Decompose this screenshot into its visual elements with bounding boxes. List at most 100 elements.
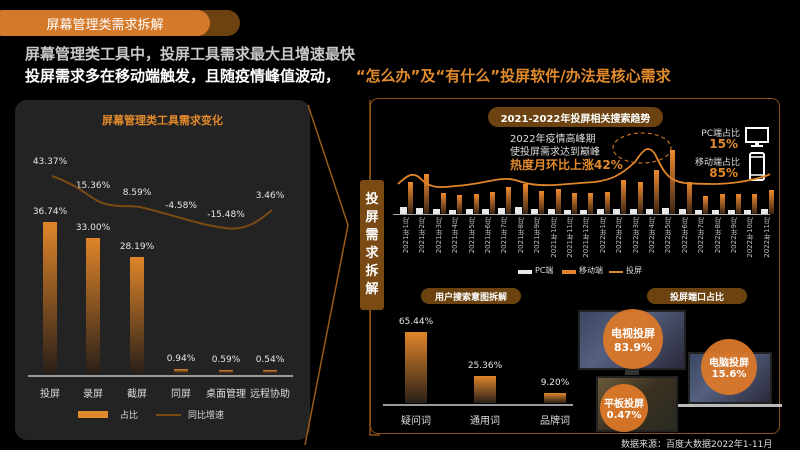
month-label: 2022年7月 [697,217,706,254]
annotation-highlight: 热度月环比上涨42% [510,158,623,172]
tv-share-value: 83.9% [613,340,653,354]
growth-value-label: 8.59% [122,188,152,198]
intent-title: 用户搜索意图拆解 [421,288,521,304]
trend-annotation: 2022年疫情高峰期 使投屏需求达到巅峰 热度月环比上涨42% [510,133,623,172]
month-label: 2022年3月 [631,217,640,254]
share-bar [86,237,100,373]
mobile-bar [572,193,577,214]
pc-bar [744,210,752,214]
legend-line-swatch-trend [609,271,623,273]
intent-value-label: 9.20% [540,378,570,389]
share-value-label: 0.54% [255,355,285,365]
month-label: 2022年5月 [664,217,673,254]
mobile-bar [473,194,479,214]
pc-bar [646,209,653,214]
side-tab-char: 解 [365,282,379,297]
pc-bar [629,209,637,214]
headline-1: 屏幕管理类工具中，投屏工具需求最大且增速最快 [25,45,356,63]
share-value-label: 0.94% [166,354,196,365]
growth-value-label: 15.36% [75,181,111,191]
phone-icon [749,152,765,181]
tv-share-bubble: 电视投屏 83.9% [603,309,663,369]
tv-share-label: 电视投屏 [611,326,655,340]
legend-bar [78,411,108,418]
tv-stand [625,370,639,375]
month-label: 2021年1月 [402,217,410,254]
pc-bar [695,210,703,214]
share-bar [174,369,188,373]
mobile-bar [703,196,709,214]
legend-bar-label: 占比 [120,411,139,421]
intent-category-label: 疑问词 [401,416,431,427]
pc-bar [514,207,522,214]
month-label: 2021年2月 [418,217,427,254]
mobile-bar [719,194,725,214]
intent-bar [474,375,496,403]
share-value-label: 36.74% [32,207,68,218]
pc-bar [416,208,424,214]
data-source: 数据来源：百度大数据2022年1-11月 [621,440,773,450]
pc-bar [547,209,555,214]
month-label: 2022年10月 [746,217,755,258]
pc-bar [564,210,571,214]
mobile-bar [440,193,446,214]
monitor-icon [745,127,769,147]
legend-mobile-label: 移动端 [579,266,603,275]
pc-bar [498,208,506,214]
intent-value-label: 65.44% [398,317,434,328]
trend-x-axis [393,214,770,215]
month-label: 2022年11月 [762,217,771,258]
month-label: 2021年8月 [516,217,525,254]
mobile-bar [736,194,741,214]
legend-line-swatch [156,414,181,416]
month-label: 2022年9月 [730,217,738,254]
month-label: 2022年2月 [615,217,624,254]
peak-highlight-ellipse [612,132,672,164]
side-tab-char: 投 [365,192,379,207]
pc-bar [465,209,473,214]
side-tab-char: 屏 [365,210,379,225]
section-title-text: 屏幕管理类需求拆解 [46,17,164,33]
intent-bar [405,332,427,403]
mobile-share-value: 85% [709,166,738,180]
month-label: 2022年8月 [713,217,722,254]
mobile-bar [686,182,692,214]
mobile-bar [506,187,512,214]
legend-line-label-trend: 投屏 [626,266,642,275]
month-label: 2021年3月 [434,217,443,254]
growth-value-label: 3.46% [255,191,285,201]
tablet-share-bubble: 平板投屏 0.47% [600,384,648,432]
pc-device-share-value: 15.6% [711,369,747,380]
left-x-axis [28,375,293,377]
mobile-bar [539,191,545,214]
mobile-bar [670,150,676,214]
demand-breakdown-tab: 投屏需求拆解 [360,180,384,310]
pc-device-share-label: 电脑投屏 [709,358,749,369]
category-label: 截屏 [127,389,147,400]
mobile-bar [768,190,774,214]
pc-bar [662,208,670,214]
pc-share-value: 15% [709,137,738,151]
headline-2-highlight: “怎么办”及“有什么”投屏软件/办法是核心需求 [355,67,671,85]
pc-share-label: PC端占比 [701,129,740,139]
share-value-label: 33.00% [75,222,111,233]
pc-bar [482,209,489,214]
intent-category-label: 通用词 [470,416,500,427]
mobile-share-label: 移动端占比 [694,158,740,168]
month-label: 2022年1月 [598,217,607,254]
pc-bar [728,210,735,214]
pc-bar [449,210,457,214]
category-label: 录屏 [83,389,103,400]
pc-bar [580,210,588,214]
share-bar [130,257,144,373]
category-label: 投屏 [40,389,60,400]
month-label: 2021年11月 [566,217,574,258]
legend-mobile-swatch [562,270,576,274]
mobile-bar [654,170,659,214]
tablet-share-label: 平板投屏 [604,399,644,410]
pc-bar [760,209,768,214]
month-label: 2021年7月 [500,217,509,254]
mobile-bar [522,184,528,214]
category-label: 远程协助 [250,389,290,400]
growth-line [51,175,273,230]
